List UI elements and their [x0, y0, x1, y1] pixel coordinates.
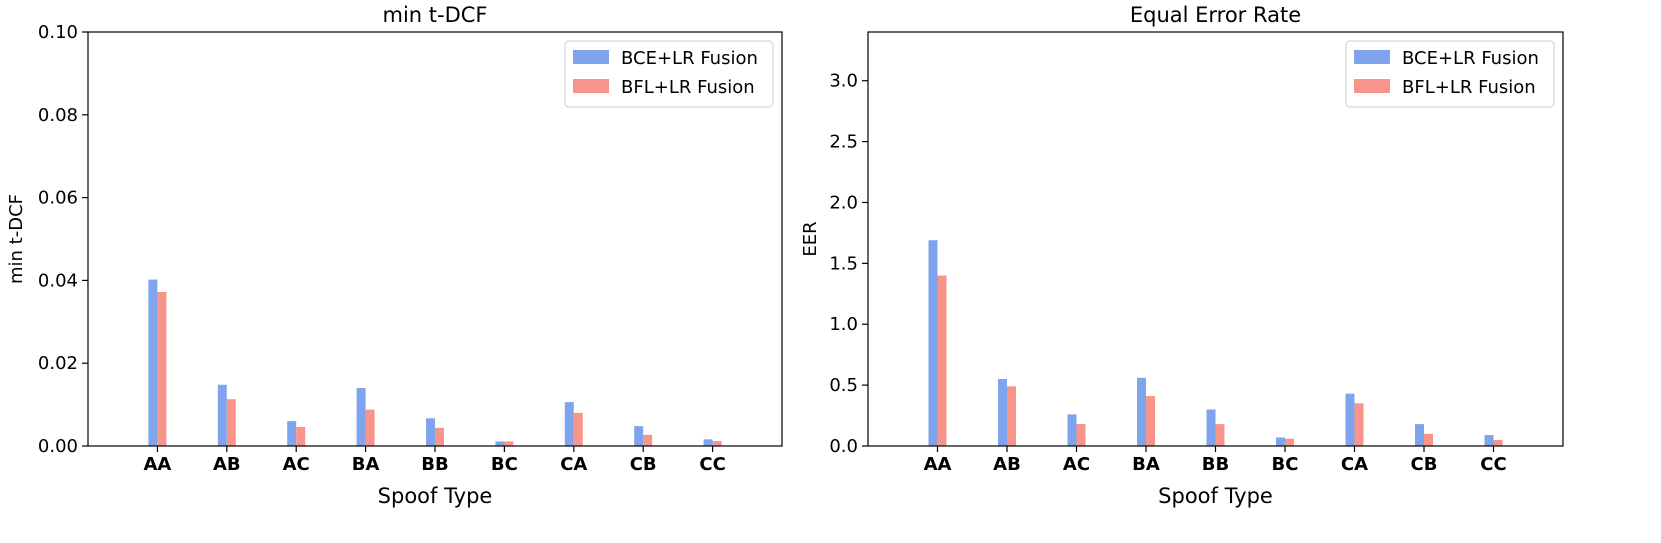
bar-bfl-ca — [573, 412, 583, 446]
plot-frame — [87, 31, 783, 447]
x-tick-label: AA — [924, 454, 952, 475]
bar-bce-bb — [1206, 409, 1216, 446]
y-tick-label: 3.0 — [829, 71, 858, 92]
bar-bce-ac — [1067, 414, 1077, 446]
x-axis-ticks: AA AB AC BA BB BC CA CB CC — [924, 446, 1507, 475]
x-tick-label: BA — [352, 454, 380, 475]
legend-label-bce: BCE+LR Fusion — [1402, 48, 1539, 69]
bar-bce-aa — [928, 240, 938, 446]
x-tick-label: AB — [993, 454, 1021, 475]
bar-bfl-cb — [643, 434, 653, 446]
x-tick-label: CC — [1480, 454, 1506, 475]
x-tick-label: BB — [1202, 454, 1229, 475]
plot-frame — [867, 31, 1564, 447]
bar-bfl-bb — [435, 427, 444, 446]
bar-bce-aa — [148, 279, 158, 446]
legend-label-bfl: BFL+LR Fusion — [621, 77, 755, 98]
bar-bfl-ac — [1076, 424, 1086, 446]
x-tick-label: AB — [213, 454, 241, 475]
legend-swatch-bce — [1354, 50, 1390, 64]
bar-bce-ba — [1137, 377, 1146, 446]
x-tick-label: BC — [491, 454, 518, 475]
legend-label-bce: BCE+LR Fusion — [621, 48, 758, 69]
chart-equal-error-rate: Equal Error Rate Spoof Type EER 0.0 0.5 1.… — [800, 3, 1564, 508]
y-tick-label: 2.0 — [829, 192, 858, 213]
legend-label-bfl: BFL+LR Fusion — [1402, 77, 1536, 98]
legend-swatch-bce — [573, 50, 609, 64]
legend-swatch-bfl — [573, 79, 609, 93]
chart-title: min t-DCF — [383, 3, 488, 27]
x-tick-label: BA — [1132, 454, 1160, 475]
y-tick-label: 0.04 — [38, 270, 78, 291]
bar-bce-cc — [1484, 435, 1494, 446]
legend-box — [1345, 40, 1555, 108]
chart-title: Equal Error Rate — [1130, 3, 1301, 27]
bar-bfl-ab — [1007, 386, 1016, 446]
x-tick-label: CC — [699, 454, 725, 475]
bar-bce-bb — [426, 418, 435, 446]
legend: BCE+LR Fusion BFL+LR Fusion — [564, 40, 774, 108]
x-axis-label: Spoof Type — [1158, 484, 1273, 508]
y-tick-label: 1.0 — [829, 314, 858, 335]
bar-bce-bc — [495, 441, 505, 446]
x-tick-label: CB — [630, 454, 657, 475]
y-axis-label: min t-DCF — [6, 194, 27, 284]
y-tick-label: 0.02 — [38, 353, 78, 374]
x-tick-label: AC — [1063, 454, 1090, 475]
x-axis-ticks: AA AB AC BA BB BC CA CB CC — [143, 446, 726, 475]
y-axis-label: EER — [800, 221, 821, 256]
y-tick-label: 0.10 — [38, 22, 78, 43]
bar-bfl-cc — [712, 441, 722, 446]
y-tick-label: 1.5 — [829, 253, 858, 274]
bar-bce-ca — [564, 402, 574, 446]
y-axis-ticks: 0.0 0.5 1.0 1.5 2.0 2.5 3.0 — [829, 71, 868, 457]
bar-bce-ca — [1345, 393, 1355, 446]
legend: BCE+LR Fusion BFL+LR Fusion — [1345, 40, 1555, 108]
bar-bfl-bc — [504, 441, 514, 446]
bar-bfl-ab — [226, 399, 236, 446]
bar-bce-ab — [217, 384, 227, 446]
x-tick-label: AA — [143, 454, 171, 475]
bar-bce-cc — [703, 439, 713, 446]
bar-bfl-aa — [157, 291, 167, 446]
x-tick-label: AC — [283, 454, 310, 475]
bar-bfl-aa — [937, 275, 947, 446]
legend-box — [564, 40, 774, 108]
legend-swatch-bfl — [1354, 79, 1390, 93]
y-tick-label: 0.06 — [38, 188, 78, 209]
bar-bfl-ac — [296, 426, 306, 446]
y-tick-label: 0.00 — [38, 436, 78, 457]
bar-bce-cb — [634, 426, 644, 446]
bar-bfl-cb — [1424, 433, 1433, 446]
bar-bce-ab — [998, 379, 1007, 446]
bar-bce-bc — [1276, 437, 1285, 446]
y-tick-label: 0.5 — [829, 375, 858, 396]
y-tick-label: 0.08 — [38, 105, 78, 126]
y-tick-label: 2.5 — [829, 132, 858, 153]
bar-bfl-ba — [1146, 396, 1155, 446]
bar-bfl-ca — [1354, 403, 1364, 446]
bar-bfl-ba — [365, 409, 375, 446]
x-axis-label: Spoof Type — [378, 484, 493, 508]
bar-bce-ba — [356, 388, 366, 446]
bar-group — [928, 240, 1503, 446]
chart-min-tdcf: min t-DCF Spoof Type min t-DCF 0.000.020… — [6, 3, 783, 508]
bar-bfl-bb — [1215, 424, 1225, 446]
y-axis-ticks: 0.00 0.02 0.04 0.06 0.08 0.10 — [38, 22, 88, 457]
x-tick-label: CB — [1411, 454, 1438, 475]
bar-group — [148, 279, 722, 446]
x-tick-label: BC — [1272, 454, 1299, 475]
x-tick-label: CA — [1341, 454, 1368, 475]
y-tick-label: 0.0 — [829, 436, 858, 457]
bar-bce-ac — [287, 421, 297, 446]
x-tick-label: BB — [421, 454, 448, 475]
x-tick-label: CA — [560, 454, 587, 475]
bar-bce-cb — [1415, 424, 1424, 446]
bar-bfl-cc — [1493, 439, 1503, 446]
bar-bfl-bc — [1285, 438, 1294, 446]
